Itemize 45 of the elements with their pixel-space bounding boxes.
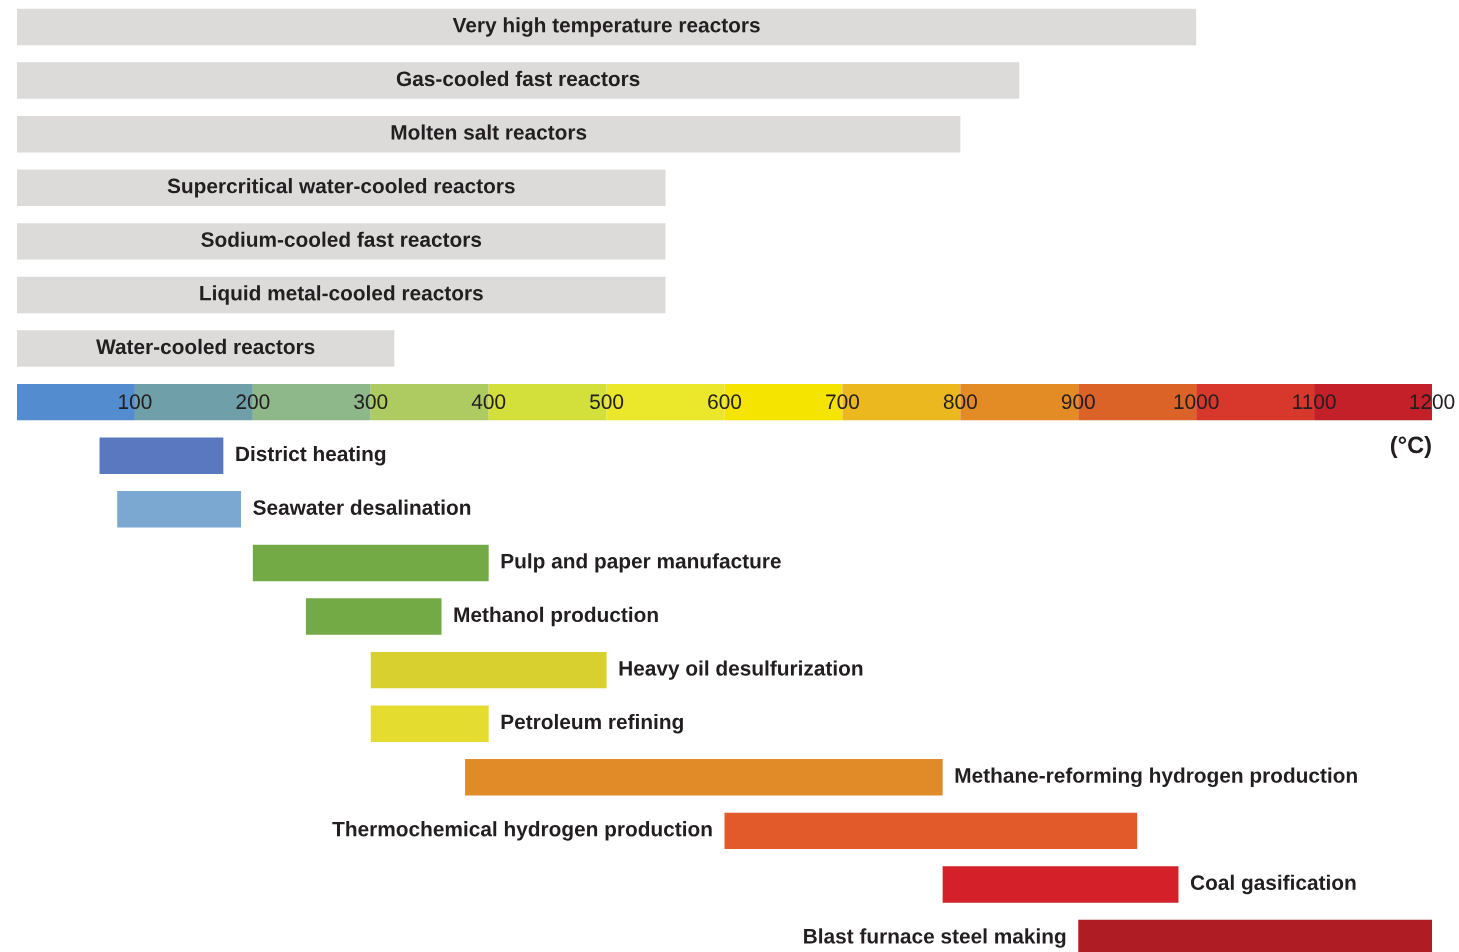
y-tick-label: Blast furnace steel making xyxy=(804,928,1066,948)
y-tick-label: Water-cooled reactors xyxy=(96,338,315,355)
y-tick-label: Gas-cooled fast reactors xyxy=(396,70,640,87)
y-tick-label: Sodium-cooled fast reactors xyxy=(201,231,482,247)
x-tick-label: 700 xyxy=(826,394,859,410)
y-tick-label: Seawater desalination xyxy=(253,499,471,515)
bar xyxy=(370,651,607,689)
bar xyxy=(252,544,489,582)
x-tick-label: 1000 xyxy=(1174,394,1219,410)
x-tick-label: 600 xyxy=(708,394,742,410)
x-tick-label: 500 xyxy=(590,394,624,410)
x-axis-title: (°C) xyxy=(1390,435,1431,458)
x-tick-label: 300 xyxy=(354,394,388,410)
bar xyxy=(724,812,1138,850)
y-tick-label: Petroleum refining xyxy=(501,713,683,734)
bar xyxy=(17,223,666,260)
y-tick-label: Pulp and paper manufacture xyxy=(501,553,781,573)
bar xyxy=(99,437,224,474)
bar xyxy=(305,598,442,635)
y-tick-label: Very high temperature reactors xyxy=(452,17,760,37)
bar xyxy=(17,330,395,367)
bar xyxy=(17,276,666,314)
bar xyxy=(17,169,666,206)
bar xyxy=(17,62,1020,99)
bar xyxy=(117,491,242,528)
y-tick-label: Coal gasification xyxy=(1190,874,1356,895)
x-tick-label: 900 xyxy=(1061,394,1095,410)
x-tick-label: 800 xyxy=(943,394,977,410)
y-tick-label: Heavy oil desulfurization xyxy=(619,660,863,680)
bar xyxy=(17,8,1197,46)
bar xyxy=(465,759,943,796)
y-tick-label: Supercritical water-cooled reactors xyxy=(167,178,515,198)
x-tick-label: 1100 xyxy=(1293,394,1336,410)
y-tick-label: Methanol production xyxy=(454,606,658,627)
y-tick-label: Methane-reforming hydrogen production xyxy=(955,767,1357,788)
y-tick-label: Molten salt reactors xyxy=(391,124,587,140)
y-tick-label: District heating xyxy=(236,445,386,466)
bar xyxy=(370,705,489,742)
bar xyxy=(17,115,961,153)
x-tick-label: 400 xyxy=(471,394,506,410)
y-tick-label: Thermochemical hydrogen production xyxy=(332,821,712,841)
x-tick-label: 200 xyxy=(236,394,270,410)
bar xyxy=(942,866,1179,903)
x-tick-label: 100 xyxy=(119,394,152,410)
y-tick-label: Liquid metal-cooled reactors xyxy=(200,285,483,305)
